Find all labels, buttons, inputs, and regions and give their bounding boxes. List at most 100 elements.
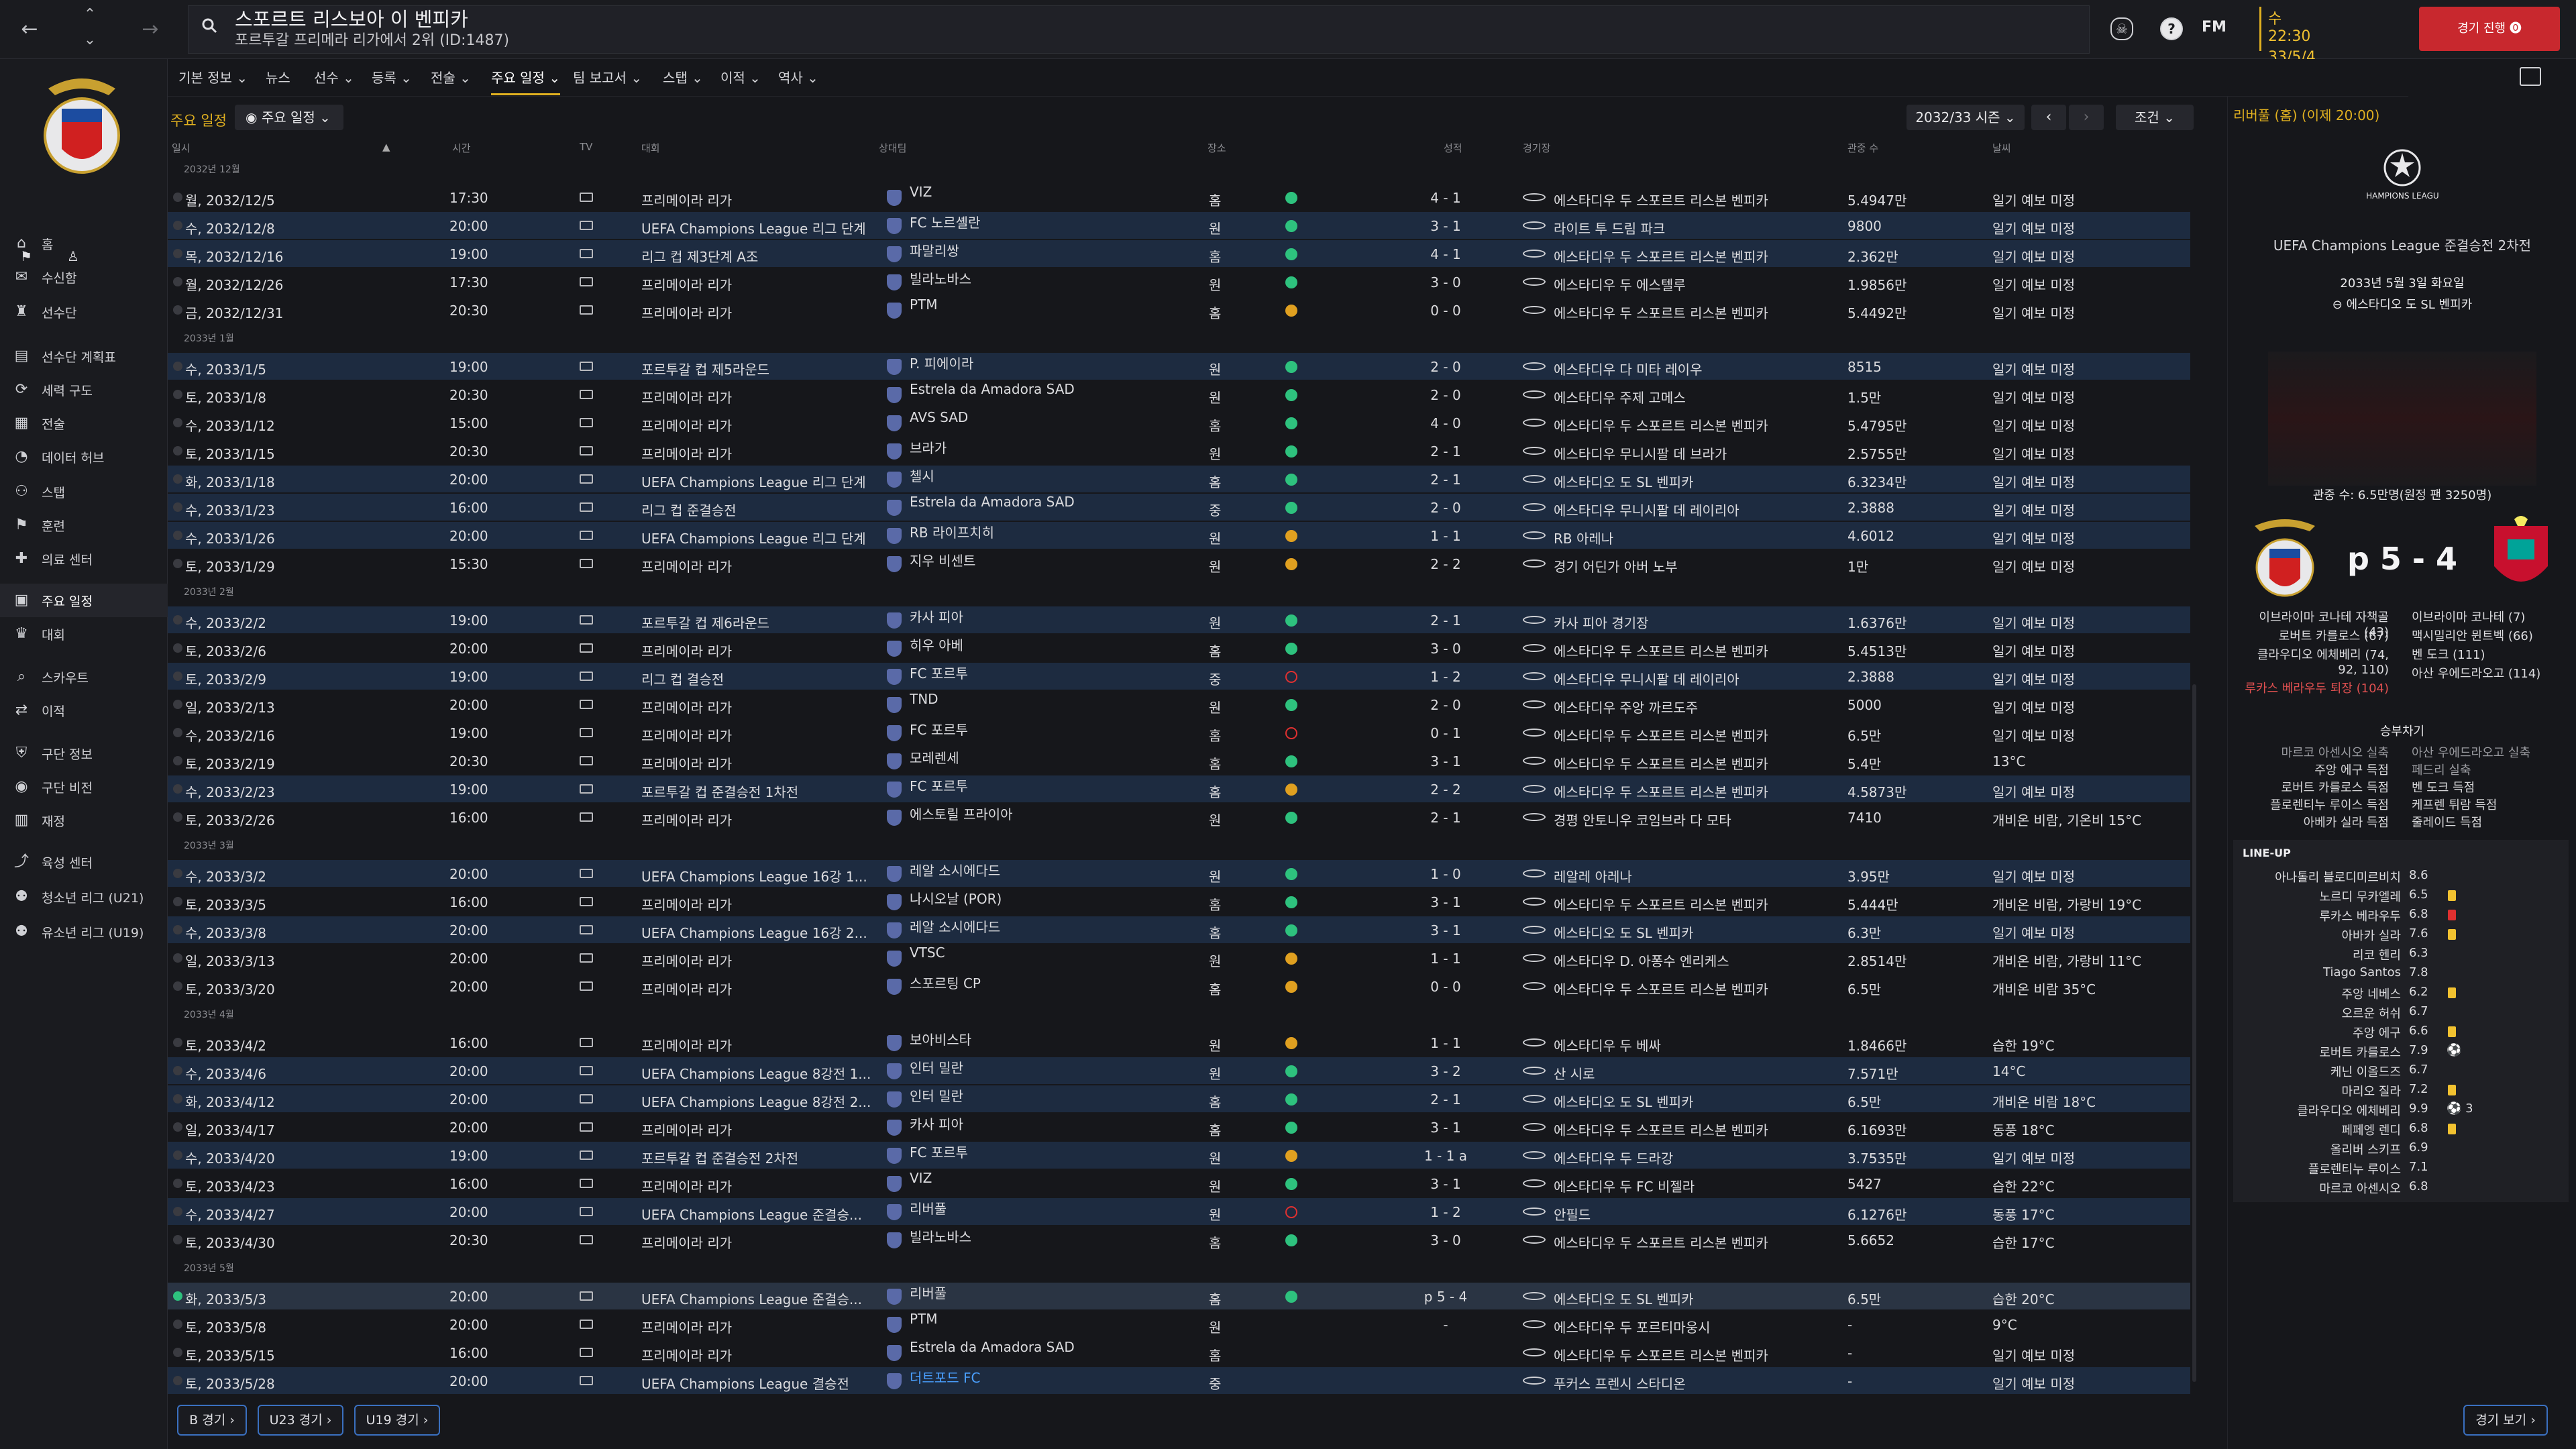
col-weather[interactable]: 날씨 — [1992, 142, 2011, 154]
lineup-row[interactable]: 아바카 실라 7.6 — [2233, 926, 2569, 944]
subnav-tab-1[interactable]: 뉴스 — [266, 67, 290, 87]
fixture-row[interactable]: 일, 2033/3/13 20:00 프리메이라 리가 VTSC 원 1 - 1 에스타디우… — [168, 945, 2190, 971]
opponent[interactable]: 빌라노바스 — [910, 271, 971, 287]
club-crest[interactable] — [35, 68, 129, 182]
continue-button[interactable]: 경기 진행 ⓿ — [2419, 7, 2560, 51]
col-comp[interactable]: 대회 — [641, 142, 660, 154]
sidebar-item-7[interactable]: ⚇ 스탭 — [0, 475, 168, 508]
sidebar-item-6[interactable]: ◔ 데이터 허브 — [0, 440, 168, 474]
opponent[interactable]: VTSC — [910, 945, 945, 961]
fixture-row[interactable]: 금, 2032/12/31 20:30 프리메이라 리가 PTM 홈 0 - 0 에스타디우… — [168, 297, 2190, 323]
fixture-row[interactable]: 수, 2033/1/12 15:00 프리메이라 리가 AVS SAD 홈 4 - 0 에스… — [168, 409, 2190, 436]
fixture-row[interactable]: 토, 2033/2/6 20:00 프리메이라 리가 히우 아베 홈 3 - 0 에스타디우… — [168, 635, 2190, 661]
sidebar-item-18[interactable]: ⚉ 청소년 리그 (U21) — [0, 880, 168, 914]
filter-dropdown[interactable]: 조건 ⌄ — [2116, 105, 2194, 130]
lineup-row[interactable]: 주앙 네베스 6.2 — [2233, 985, 2569, 1002]
fixture-row[interactable]: 화, 2033/1/18 20:00 UEFA Champions League 리… — [168, 466, 2190, 492]
subnav-tab-4[interactable]: 전술 ⌄ — [431, 67, 471, 87]
view-dropdown[interactable]: ◉ 주요 일정 ⌄ — [235, 105, 343, 130]
lineup-row[interactable]: 주앙 에구 6.6 — [2233, 1024, 2569, 1041]
opponent[interactable]: TND — [910, 691, 938, 707]
opponent[interactable]: 빌라노바스 — [910, 1229, 971, 1245]
subnav-tab-9[interactable]: 역사 ⌄ — [778, 67, 818, 87]
forward-icon[interactable]: → — [142, 17, 159, 41]
skull-icon[interactable]: ☠ — [2110, 17, 2133, 40]
sidebar-item-16[interactable]: ▥ 재정 — [0, 804, 168, 837]
opponent[interactable]: 인터 밀란 — [910, 1060, 963, 1076]
fixture-row[interactable]: 토, 2033/5/28 20:00 UEFA Champions League 결… — [168, 1367, 2190, 1394]
view-match-button[interactable]: 경기 보기 › — [2463, 1405, 2548, 1436]
sidebar-item-10[interactable]: ▣ 주요 일정 — [0, 584, 168, 617]
lineup-row[interactable]: 마리오 질라 7.2 — [2233, 1082, 2569, 1099]
fixture-row[interactable]: 수, 2033/2/23 19:00 포르투갈 컵 준결승전 1차전 FC 포르투 홈 2… — [168, 775, 2190, 802]
lineup-row[interactable]: 클라우디오 에체베리 9.9 ⚽ 3 — [2233, 1102, 2569, 1119]
fixture-row[interactable]: 화, 2033/4/12 20:00 UEFA Champions League 8… — [168, 1085, 2190, 1112]
chevron-down-icon[interactable]: ⌄ — [83, 32, 97, 48]
home-crest[interactable] — [2248, 513, 2322, 600]
fixture-row[interactable]: 일, 2033/2/13 20:00 프리메이라 리가 TND 원 2 - 0 에스타디우 … — [168, 691, 2190, 718]
col-opp[interactable]: 상대팀 — [879, 142, 907, 154]
opponent[interactable]: FC 포르투 — [910, 665, 969, 682]
back-icon[interactable]: ← — [21, 17, 38, 41]
opponent[interactable]: 지우 비센트 — [910, 553, 976, 569]
subnav-tab-2[interactable]: 선수 ⌄ — [314, 67, 354, 87]
opponent[interactable]: RB 라이프치히 — [910, 525, 994, 541]
fixture-row[interactable]: 토, 2033/1/15 20:30 프리메이라 리가 브라가 원 2 - 1 에스타디우 … — [168, 437, 2190, 464]
fixture-row[interactable]: 토, 2033/3/20 20:00 프리메이라 리가 스포르팅 CP 홈 0 - 0 에스… — [168, 973, 2190, 1000]
sidebar-item-15[interactable]: ◉ 구단 비전 — [0, 770, 168, 804]
fixture-row[interactable]: 일, 2033/4/17 20:00 프리메이라 리가 카사 피아 홈 3 - 1 에스타디… — [168, 1114, 2190, 1140]
season-dropdown[interactable]: 2032/33 시즌 ⌄ — [1907, 105, 2025, 130]
sidebar-item-0[interactable]: ⌂ 홈 — [0, 227, 168, 260]
fixture-row[interactable]: 월, 2032/12/26 17:30 프리메이라 리가 빌라노바스 원 3 - 0 에스타… — [168, 268, 2190, 295]
opponent[interactable]: 브라가 — [910, 440, 947, 456]
fixture-row[interactable]: 수, 2033/3/2 20:00 UEFA Champions League 16… — [168, 860, 2190, 887]
fixture-row[interactable]: 화, 2033/5/3 20:00 UEFA Champions League 준결… — [168, 1283, 2190, 1309]
fixture-row[interactable]: 월, 2032/12/5 17:30 프리메이라 리가 VIZ 홈 4 - 1 에스타디우 … — [168, 184, 2190, 211]
opponent[interactable]: AVS SAD — [910, 409, 969, 425]
opponent[interactable]: VIZ — [910, 184, 932, 200]
opponent[interactable]: 레알 소시에다드 — [910, 863, 1001, 879]
sidebar-item-3[interactable]: ▤ 선수단 계획표 — [0, 339, 168, 373]
panel-toggle-icon[interactable] — [2520, 67, 2541, 86]
fixture-row[interactable]: 토, 2033/5/8 20:00 프리메이라 리가 PTM 원 - 에스타디우 두 포르티… — [168, 1311, 2190, 1338]
opponent[interactable]: FC 포르투 — [910, 1144, 969, 1161]
sidebar-item-11[interactable]: ♛ 대회 — [0, 617, 168, 651]
fm-logo[interactable]: FM — [2202, 19, 2226, 36]
fixture-row[interactable]: 토, 2033/4/30 20:30 프리메이라 리가 빌라노바스 홈 3 - 0 에스타디… — [168, 1226, 2190, 1253]
fixture-row[interactable]: 토, 2033/2/9 19:00 리그 컵 결승전 FC 포르투 중 1 - 2 에스타디… — [168, 663, 2190, 690]
lineup-row[interactable]: 루카스 베라우두 6.8 — [2233, 907, 2569, 924]
fixture-row[interactable]: 토, 2033/1/29 15:30 프리메이라 리가 지우 비센트 원 2 - 2 경기 … — [168, 550, 2190, 577]
fixture-row[interactable]: 수, 2033/1/5 19:00 포르투갈 컵 제5라운드 P. 피에이라 원 2 - … — [168, 353, 2190, 380]
opponent[interactable]: 보아비스타 — [910, 1032, 971, 1048]
opponent[interactable]: 파말리쌍 — [910, 243, 959, 259]
opponent[interactable]: 에스토릴 프라이아 — [910, 806, 1013, 822]
fixture-row[interactable]: 수, 2033/4/6 20:00 UEFA Champions League 8강… — [168, 1057, 2190, 1084]
fixture-row[interactable]: 수, 2033/4/27 20:00 UEFA Champions League 준… — [168, 1198, 2190, 1225]
sidebar-item-19[interactable]: ⚉ 유소년 리그 (U19) — [0, 915, 168, 949]
col-time[interactable]: 시간 — [452, 142, 471, 154]
search-icon[interactable] — [201, 17, 217, 34]
fixture-row[interactable]: 수, 2033/4/20 19:00 포르투갈 컵 준결승전 2차전 FC 포르투 원 1… — [168, 1142, 2190, 1169]
lineup-row[interactable]: 페페엥 렌디 6.8 — [2233, 1121, 2569, 1138]
search-bar[interactable] — [188, 5, 2090, 54]
lineup-row[interactable]: 오르운 허쉬 6.7 — [2233, 1004, 2569, 1022]
lineup-row[interactable]: 케닌 이올드즈 6.7 — [2233, 1063, 2569, 1080]
next-season-button[interactable]: › — [2069, 105, 2104, 130]
opponent[interactable]: 리버풀 — [910, 1285, 947, 1301]
bottom-button-0[interactable]: B 경기 › — [177, 1405, 247, 1436]
opponent[interactable]: 스포르팅 CP — [910, 975, 981, 991]
chevron-up-icon[interactable]: ⌃ — [83, 6, 97, 23]
help-icon[interactable]: ? — [2160, 17, 2183, 40]
opponent[interactable]: 인터 밀란 — [910, 1088, 963, 1104]
sidebar-item-9[interactable]: ✚ 의료 센터 — [0, 542, 168, 576]
opponent[interactable]: VIZ — [910, 1170, 932, 1186]
col-venue[interactable]: 장소 — [1208, 142, 1226, 154]
opponent[interactable]: P. 피에이라 — [910, 356, 974, 372]
sidebar-item-13[interactable]: ⇄ 이적 — [0, 694, 168, 727]
fixture-row[interactable]: 수, 2033/1/26 20:00 UEFA Champions League 리… — [168, 522, 2190, 549]
table-scrollbar[interactable] — [2192, 684, 2196, 1382]
fixture-row[interactable]: 수, 2032/12/8 20:00 UEFA Champions League 리… — [168, 212, 2190, 239]
fixture-row[interactable]: 수, 2033/2/2 19:00 포르투갈 컵 제6라운드 카사 피아 원 2 - 1 카… — [168, 606, 2190, 633]
lineup-row[interactable]: 마르코 아센시오 6.8 — [2233, 1179, 2569, 1197]
opponent[interactable]: 첼시 — [910, 468, 934, 484]
